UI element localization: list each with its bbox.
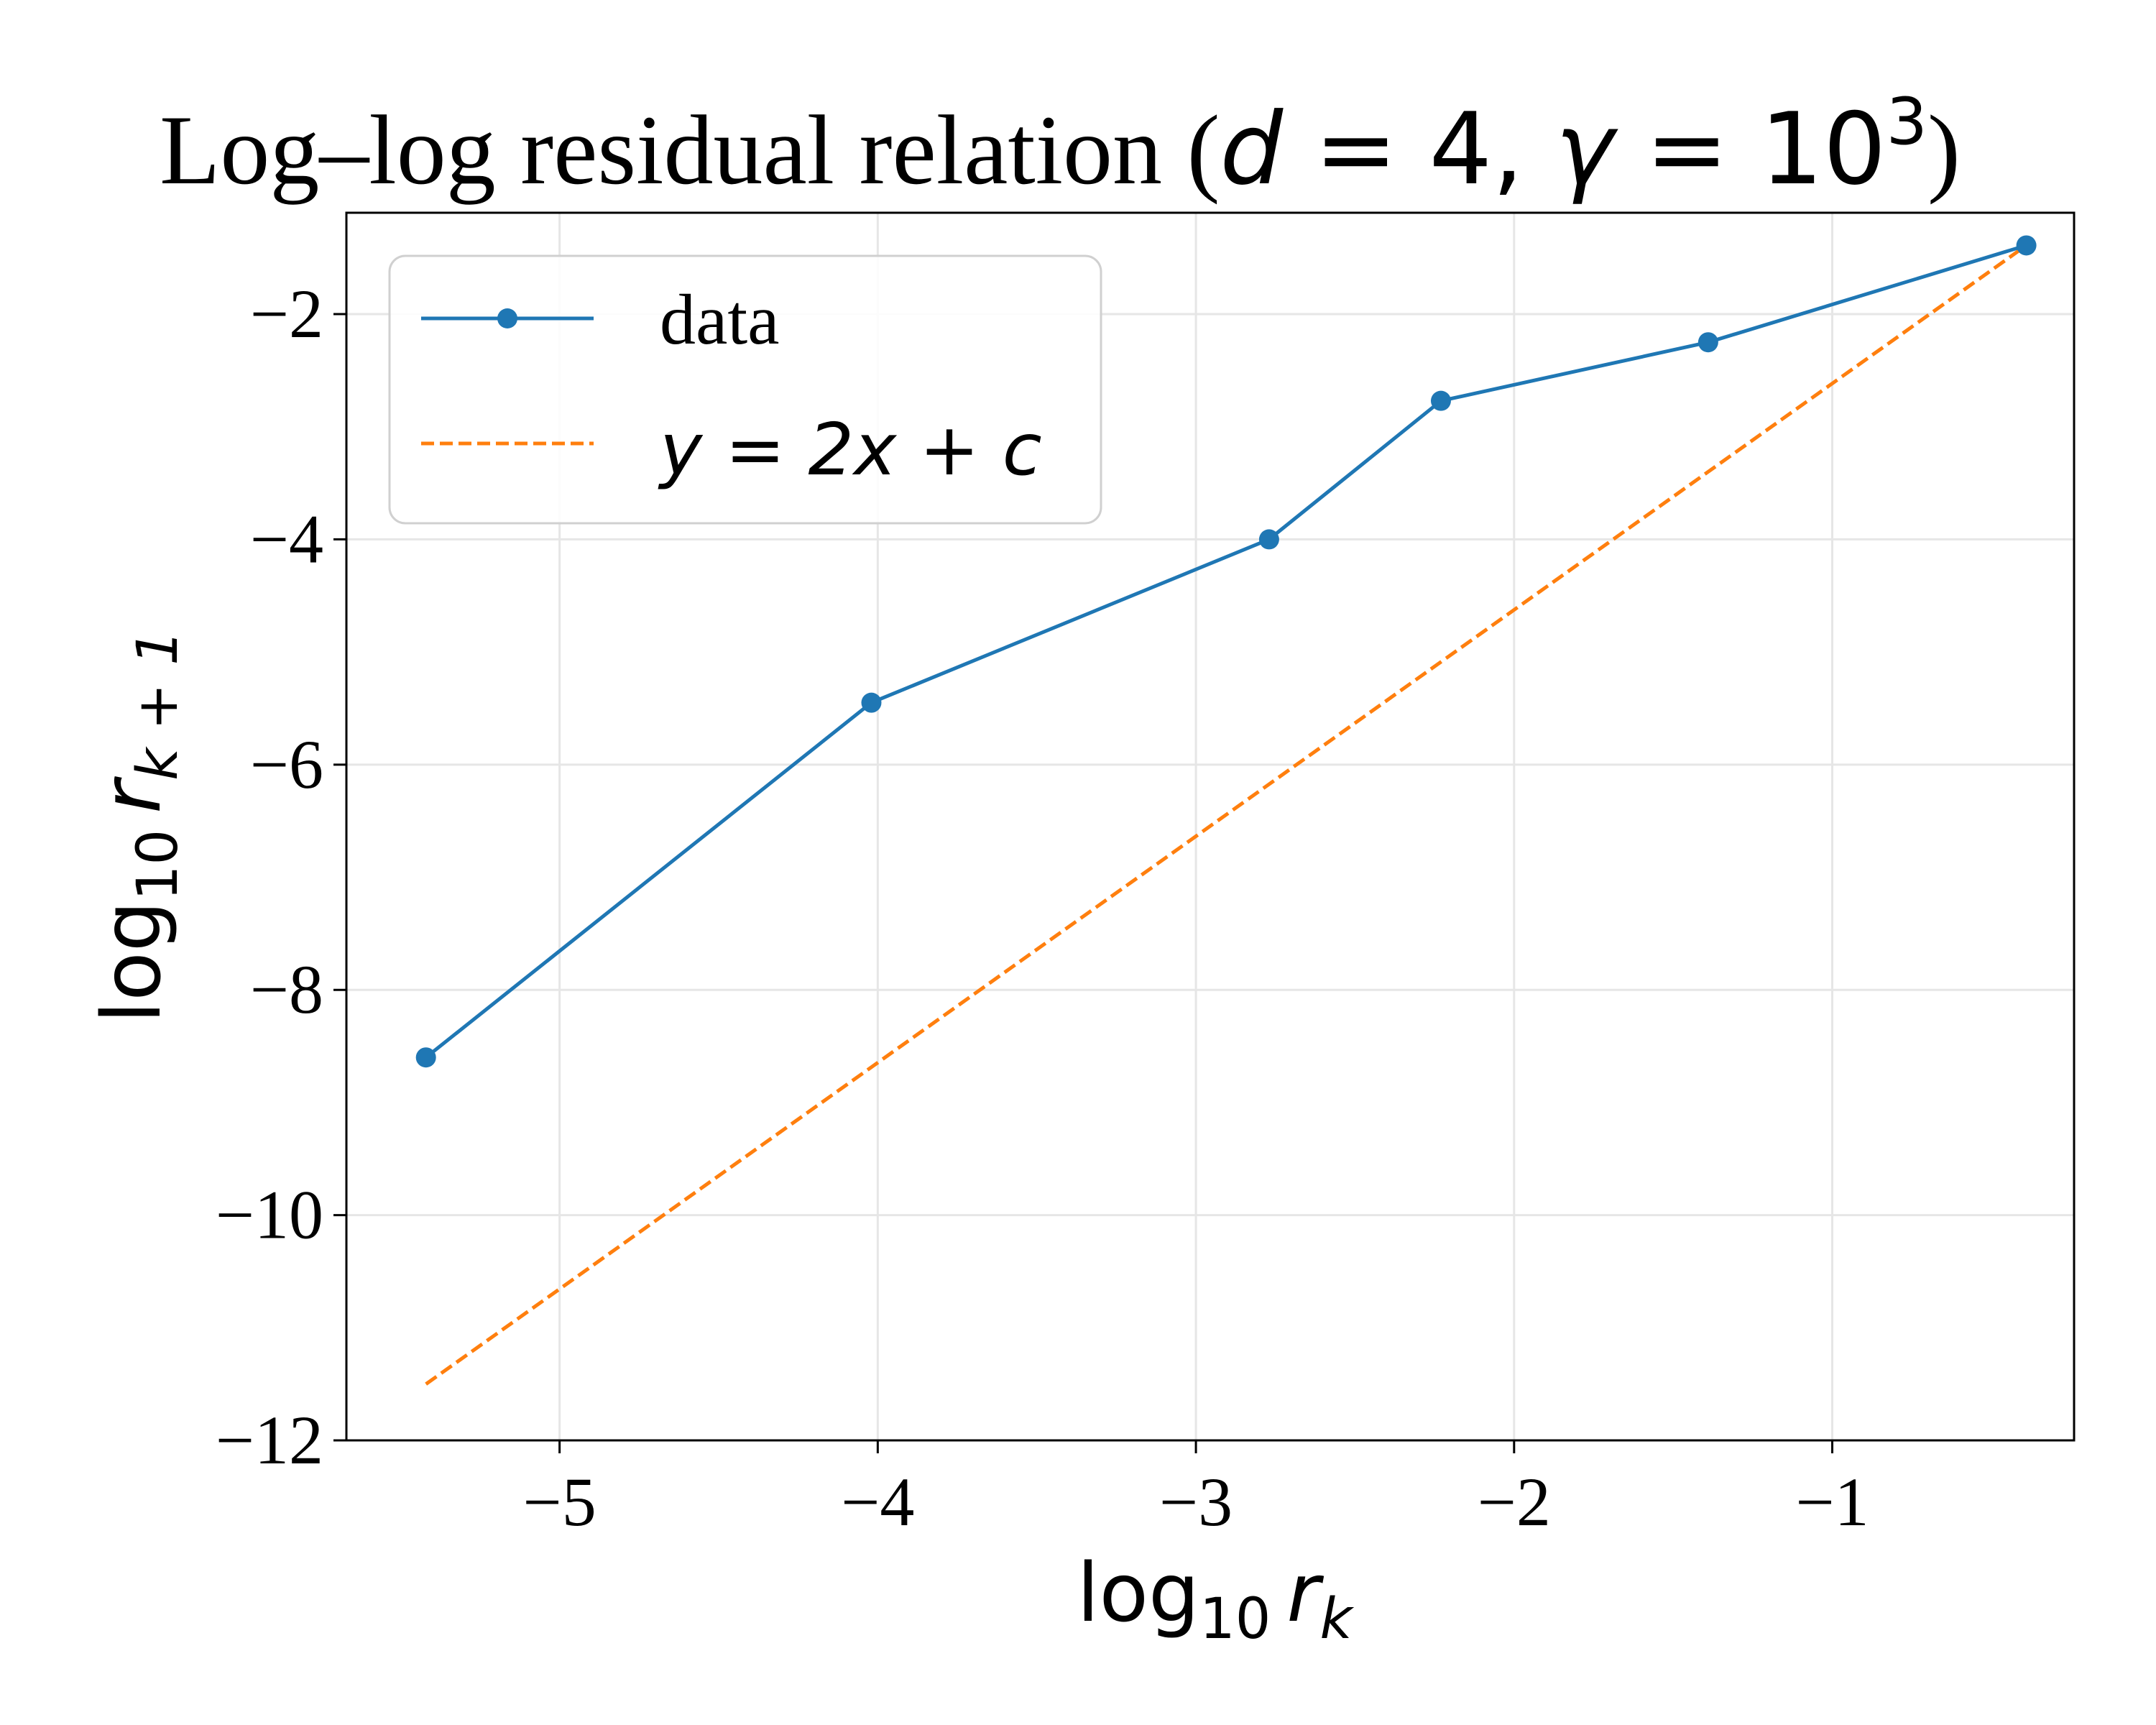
y-tick-label: −2	[250, 275, 323, 352]
legend-data-label: data	[660, 280, 780, 359]
x-tick-label: −5	[523, 1463, 596, 1540]
x-axis-ticks: −5 −4 −3 −2 −1	[523, 1440, 1869, 1540]
fit-series-line	[425, 244, 2028, 1386]
y-tick-label: −10	[216, 1177, 323, 1254]
grid-lines	[346, 213, 2074, 1442]
y-axis-ticks: −12 −10 −8 −6 −4 −2	[216, 275, 346, 1478]
legend-data-marker	[497, 308, 517, 328]
data-point	[1430, 390, 1451, 411]
x-tick-label: −3	[1159, 1463, 1233, 1540]
y-tick-label: −8	[250, 951, 323, 1028]
x-tick-label: −4	[841, 1463, 914, 1540]
x-tick-label: −1	[1795, 1463, 1869, 1540]
y-tick-label: −12	[216, 1402, 323, 1478]
data-point	[1697, 332, 1718, 353]
data-point	[2016, 235, 2037, 256]
plot-area: −5 −4 −3 −2 −1 −12 −10 −8 −6 −4 −2	[216, 211, 2076, 1540]
data-series-line	[425, 244, 2027, 1059]
data-point	[415, 1047, 436, 1068]
data-point	[861, 692, 882, 713]
x-tick-label: −2	[1478, 1463, 1551, 1540]
legend-box	[388, 254, 1102, 525]
y-tick-label: −6	[250, 726, 323, 803]
chart-title: Log–log residual relation (d = 4, γ = 10…	[160, 84, 1961, 207]
series-layer	[415, 235, 2037, 1386]
y-tick-label: −4	[250, 500, 323, 577]
data-point	[1258, 529, 1279, 550]
y-axis-label: log10rk + 1	[86, 630, 190, 1024]
x-axis-label: log10 rk	[1077, 1547, 1354, 1652]
legend: data y = 2x + c	[388, 254, 1102, 525]
legend-fit-label: y = 2x + c	[658, 408, 1042, 492]
plot-frame	[345, 211, 2076, 1442]
